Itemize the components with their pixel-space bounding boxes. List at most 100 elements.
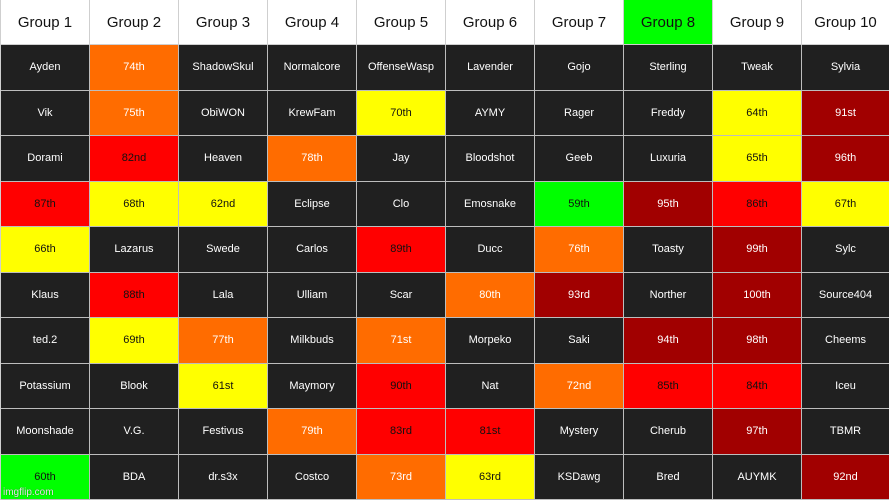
table-cell: KrewFam [268,90,357,136]
table-cell: 98th [713,318,802,364]
table-cell: Eclipse [268,181,357,227]
table-cell: Klaus [1,272,90,318]
table-cell: 93rd [535,272,624,318]
table-cell: 68th [90,181,179,227]
table-cell: 84th [713,363,802,409]
group-header-10: Group 10 [802,0,889,45]
group-header-5: Group 5 [357,0,446,45]
group-header-6: Group 6 [446,0,535,45]
table-cell: Cherub [624,409,713,455]
table-cell: KSDawg [535,454,624,500]
table-cell: 66th [1,227,90,273]
table-cell: 80th [446,272,535,318]
table-cell: Source404 [802,272,889,318]
table-cell: 82nd [90,136,179,182]
table-cell: Ducc [446,227,535,273]
table-cell: 100th [713,272,802,318]
table-cell: Nat [446,363,535,409]
table-cell: Swede [179,227,268,273]
table-cell: AUYMK [713,454,802,500]
group-header-4: Group 4 [268,0,357,45]
group-header-2: Group 2 [90,0,179,45]
table-cell: 91st [802,90,889,136]
table-cell: ted.2 [1,318,90,364]
table-cell: ObiWON [179,90,268,136]
table-cell: Norther [624,272,713,318]
table-cell: 72nd [535,363,624,409]
table-cell: 90th [357,363,446,409]
table-cell: 97th [713,409,802,455]
table-cell: 78th [268,136,357,182]
table-cell: Milkbuds [268,318,357,364]
table-cell: Blook [90,363,179,409]
table-cell: 89th [357,227,446,273]
table-cell: 75th [90,90,179,136]
table-cell: Heaven [179,136,268,182]
table-cell: Saki [535,318,624,364]
table-cell: 88th [90,272,179,318]
table-cell: 71st [357,318,446,364]
group-header-8: Group 8 [624,0,713,45]
table-cell: 73rd [357,454,446,500]
table-cell: TBMR [802,409,889,455]
table-cell: 76th [535,227,624,273]
table-cell: Costco [268,454,357,500]
table-cell: Scar [357,272,446,318]
table-cell: Toasty [624,227,713,273]
table-cell: Clo [357,181,446,227]
table-cell: BDA [90,454,179,500]
table-cell: ShadowSkul [179,45,268,91]
table-cell: Potassium [1,363,90,409]
table-cell: 92nd [802,454,889,500]
table-cell: Ayden [1,45,90,91]
table-cell: 94th [624,318,713,364]
table-cell: dr.s3x [179,454,268,500]
table-cell: Moonshade [1,409,90,455]
table-cell: 61st [179,363,268,409]
table-cell: Maymory [268,363,357,409]
table-cell: Lala [179,272,268,318]
table-cell: Sterling [624,45,713,91]
table-cell: 86th [713,181,802,227]
table-cell: Freddy [624,90,713,136]
table-cell: Iceu [802,363,889,409]
table-cell: 96th [802,136,889,182]
table-cell: 69th [90,318,179,364]
table-cell: Dorami [1,136,90,182]
table-cell: 83rd [357,409,446,455]
table-cell: Bloodshot [446,136,535,182]
table-cell: 95th [624,181,713,227]
table-cell: 65th [713,136,802,182]
table-cell: Ulliam [268,272,357,318]
table-cell: 87th [1,181,90,227]
group-header-3: Group 3 [179,0,268,45]
table-cell: AYMY [446,90,535,136]
table-cell: Mystery [535,409,624,455]
table-cell: 99th [713,227,802,273]
table-cell: 62nd [179,181,268,227]
table-cell: Jay [357,136,446,182]
table-cell: Carlos [268,227,357,273]
table-cell: 59th [535,181,624,227]
table-cell: Emosnake [446,181,535,227]
table-cell: 77th [179,318,268,364]
table-cell: Vik [1,90,90,136]
table-cell: Gojo [535,45,624,91]
table-cell: 74th [90,45,179,91]
table-cell: Rager [535,90,624,136]
table-cell: OffenseWasp [357,45,446,91]
group-header-7: Group 7 [535,0,624,45]
table-cell: 67th [802,181,889,227]
group-header-9: Group 9 [713,0,802,45]
table-cell: Festivus [179,409,268,455]
table-cell: Sylc [802,227,889,273]
table-cell: 60th [1,454,90,500]
table-cell: Cheems [802,318,889,364]
group-header-1: Group 1 [1,0,90,45]
table-cell: Sylvia [802,45,889,91]
table-cell: Bred [624,454,713,500]
table-cell: Geeb [535,136,624,182]
table-cell: 81st [446,409,535,455]
table-cell: Tweak [713,45,802,91]
table-cell: 85th [624,363,713,409]
